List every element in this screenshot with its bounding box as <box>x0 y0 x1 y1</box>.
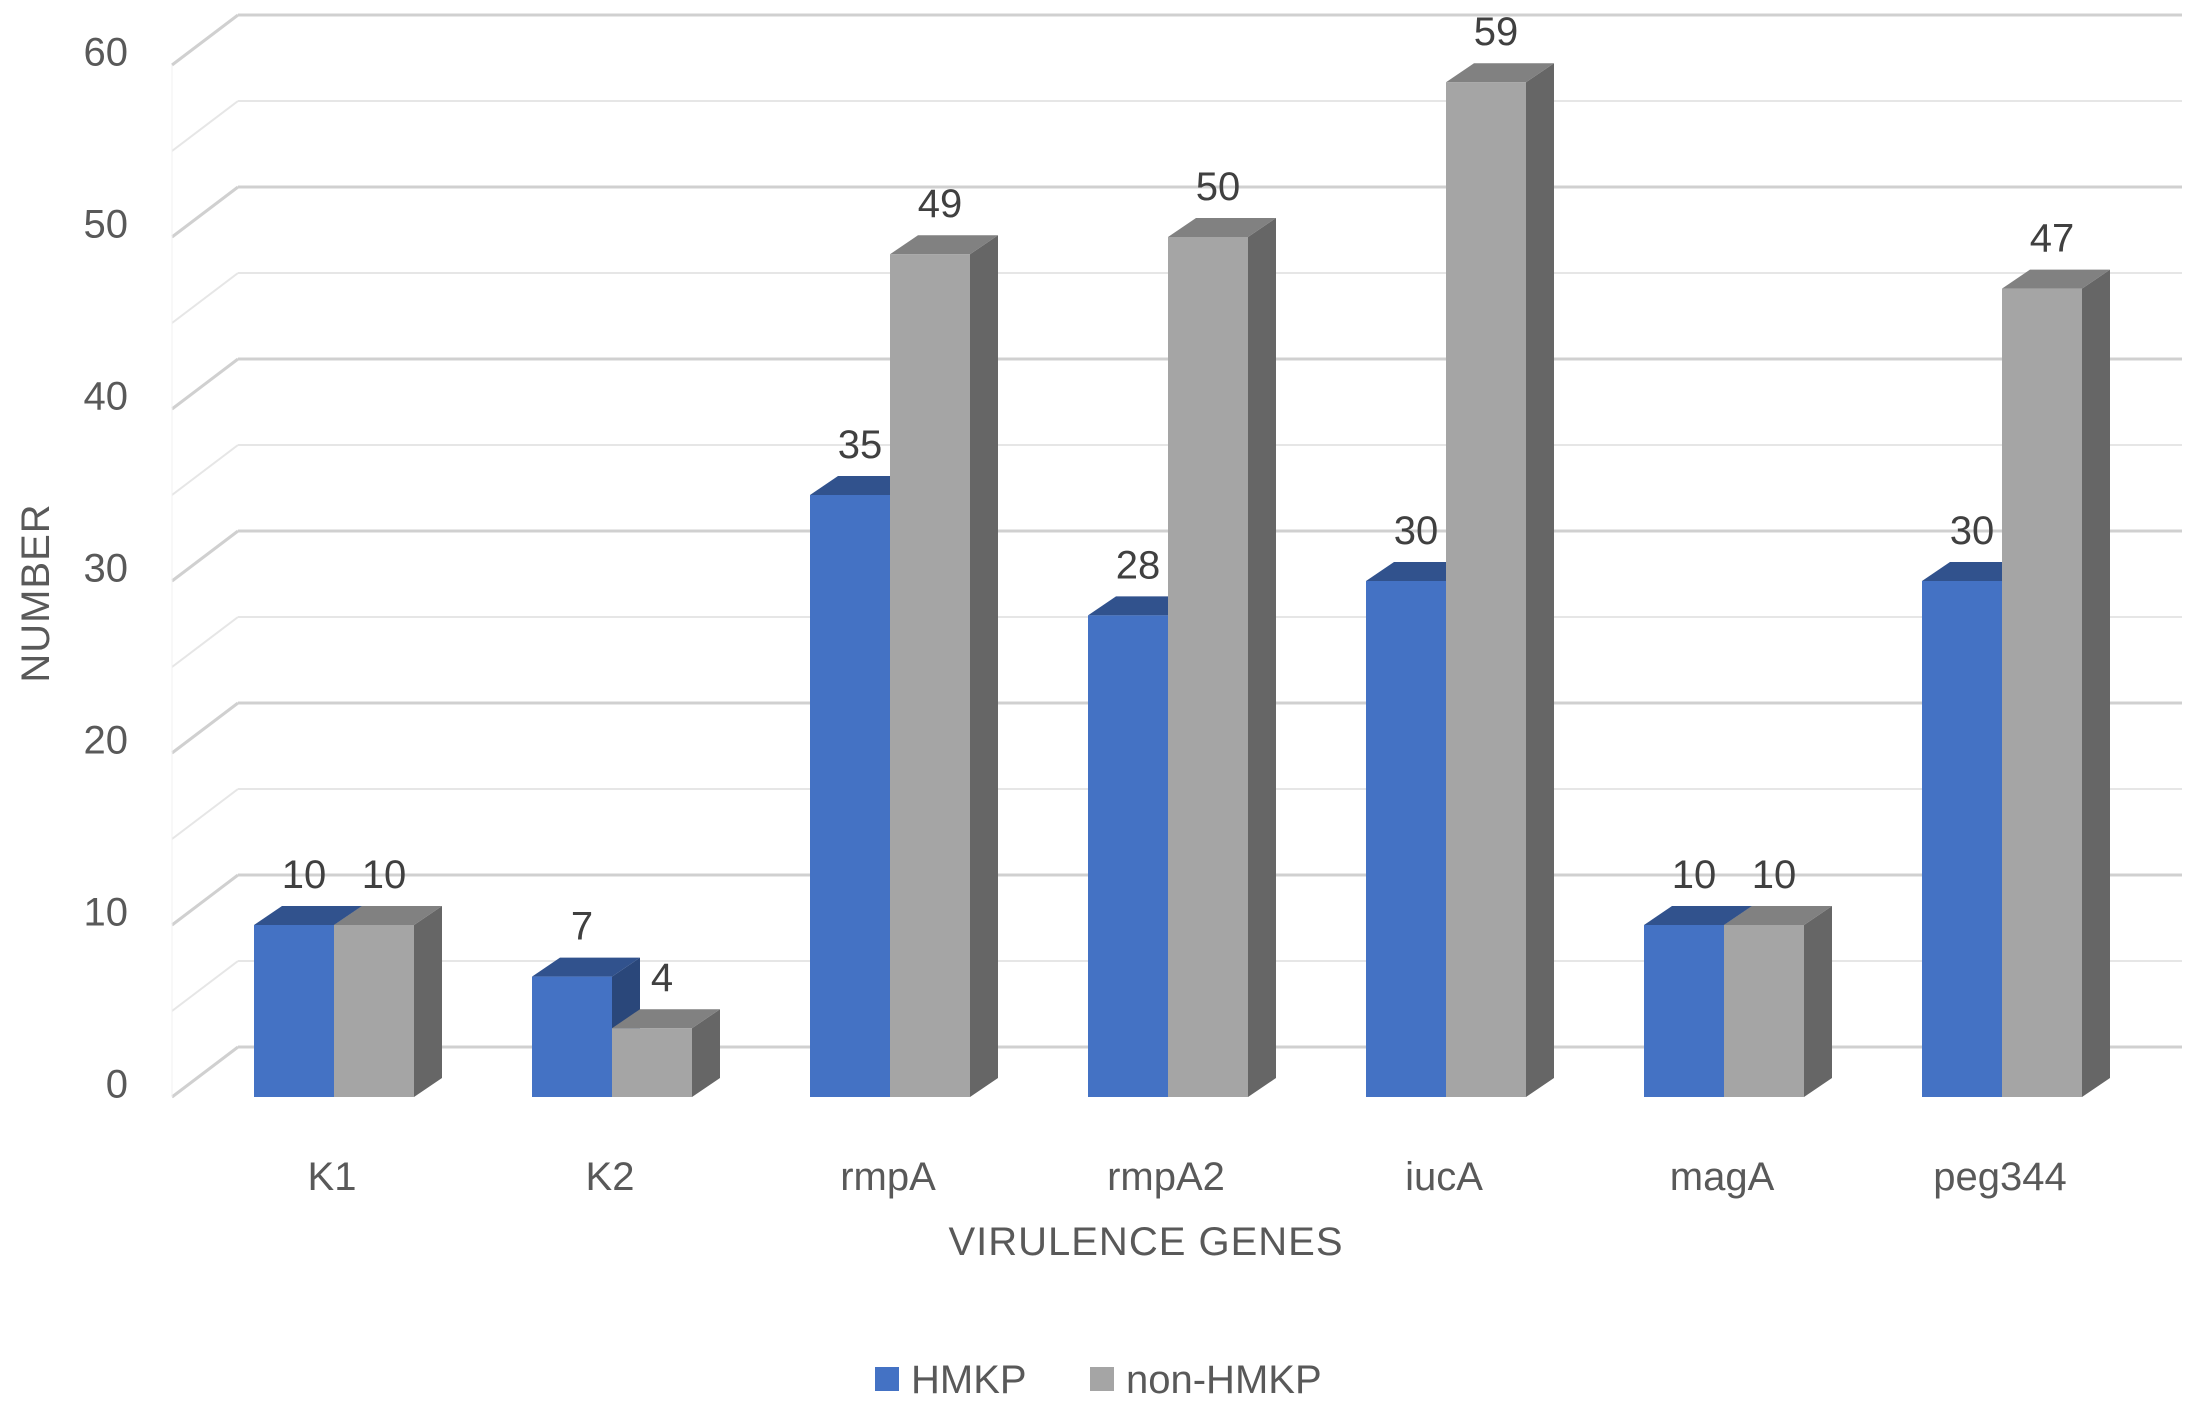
data-label: 4 <box>651 956 673 1000</box>
gridline-wall <box>171 272 239 324</box>
bar-front <box>1446 82 1526 1097</box>
bar-non-hmkp <box>890 235 998 1097</box>
bar-front <box>1088 615 1168 1097</box>
gridline-wall <box>171 616 239 668</box>
x-axis-title: VIRULENCE GENES <box>948 1220 1343 1264</box>
bar-side <box>414 906 442 1097</box>
gridline-wall <box>171 100 239 152</box>
bar-front <box>1724 925 1804 1097</box>
x-tick-label: peg344 <box>1933 1155 2066 1199</box>
bar-top <box>532 957 640 977</box>
data-label: 10 <box>282 853 327 897</box>
data-labels: 10 10 7 4 35 49 28 50 30 59 10 10 30 47 <box>282 10 2075 1000</box>
bar-front <box>2002 288 2082 1098</box>
data-label: 30 <box>1950 509 1995 553</box>
bar-side <box>692 1009 720 1097</box>
bar-top <box>334 906 442 925</box>
bar-front <box>1922 581 2002 1097</box>
gridline-wall <box>171 357 239 411</box>
bar-front <box>334 925 414 1097</box>
bar-front <box>1644 925 1724 1097</box>
bar-non-hmkp <box>2002 269 2110 1098</box>
data-label: 30 <box>1394 509 1439 553</box>
bar-top <box>2002 269 2110 289</box>
data-label: 10 <box>1752 853 1797 897</box>
bar-non-hmkp <box>334 906 442 1097</box>
bar-top <box>1168 218 1276 237</box>
legend-swatch <box>1090 1367 1114 1391</box>
bar-side <box>2082 269 2110 1098</box>
data-label: 28 <box>1116 543 1161 587</box>
x-tick-label: K2 <box>586 1155 635 1199</box>
bar-top <box>612 1009 720 1029</box>
gridline-wall <box>171 185 239 239</box>
data-label: 47 <box>2030 217 2075 261</box>
gridline-wall <box>171 701 239 755</box>
bar-side <box>1248 218 1276 1097</box>
bar-non-hmkp <box>1724 906 1832 1097</box>
data-label: 35 <box>838 423 883 467</box>
legend-item-non-hmkp: non-HMKP <box>1090 1358 1322 1402</box>
data-label: 49 <box>918 182 963 226</box>
y-tick-label: 20 <box>84 719 129 763</box>
bar-top <box>1724 906 1832 925</box>
data-label: 59 <box>1474 10 1519 54</box>
bar-top <box>890 235 998 255</box>
bar-front <box>254 925 334 1097</box>
data-label: 50 <box>1196 165 1241 209</box>
x-tick-label: magA <box>1670 1155 1775 1199</box>
data-label: 7 <box>571 905 593 949</box>
legend-label: non-HMKP <box>1126 1358 1322 1402</box>
data-label: 10 <box>1672 853 1717 897</box>
y-tick-label: 10 <box>84 891 129 935</box>
gridline-wall <box>171 529 239 583</box>
bars <box>254 63 2110 1098</box>
y-tick-label: 0 <box>106 1063 128 1107</box>
bar-front <box>1168 237 1248 1097</box>
gridline-wall <box>171 873 239 927</box>
bar-top <box>1644 906 1752 925</box>
y-axis-title: NUMBER <box>14 503 58 682</box>
bar-front <box>612 1028 692 1097</box>
x-axis-ticks: K1 K2 rmpA rmpA2 iucA magA peg344 <box>308 1155 2067 1199</box>
bar-side <box>1804 906 1832 1097</box>
bar-side <box>1526 63 1554 1098</box>
bar-top <box>254 906 362 925</box>
bar-front <box>532 976 612 1097</box>
bar-non-hmkp <box>1446 63 1554 1098</box>
x-tick-label: iucA <box>1405 1155 1483 1199</box>
bar-top <box>1446 63 1554 83</box>
x-tick-label: rmpA2 <box>1107 1155 1225 1199</box>
y-axis-ticks: 0 10 20 30 40 50 60 <box>84 31 129 1107</box>
gridline-wall <box>171 960 239 1012</box>
bar-non-hmkp <box>612 1009 720 1097</box>
bar-front <box>1366 581 1446 1097</box>
x-tick-label: rmpA <box>840 1155 936 1199</box>
gridline-wall <box>171 13 239 67</box>
y-tick-label: 30 <box>84 547 129 591</box>
bar-front <box>810 495 890 1097</box>
gridline-wall <box>171 1045 239 1099</box>
bar-side <box>970 235 998 1097</box>
y-tick-label: 50 <box>84 203 129 247</box>
bar-non-hmkp <box>1168 218 1276 1097</box>
legend-item-hmkp: HMKP <box>875 1358 1027 1402</box>
gridline-wall <box>171 444 239 496</box>
bar-front <box>890 254 970 1097</box>
legend-label: HMKP <box>911 1358 1027 1402</box>
x-tick-label: K1 <box>308 1155 357 1199</box>
y-tick-label: 60 <box>84 31 129 75</box>
y-tick-label: 40 <box>84 375 129 419</box>
legend: HMKP non-HMKP <box>875 1358 1322 1402</box>
gridline-wall <box>171 788 239 840</box>
data-label: 10 <box>362 853 407 897</box>
legend-swatch <box>875 1367 899 1391</box>
